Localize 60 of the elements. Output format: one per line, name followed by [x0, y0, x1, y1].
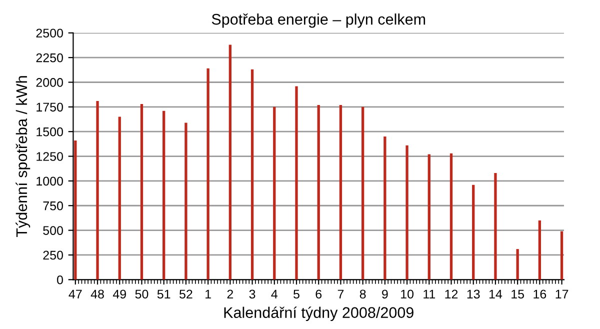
- bar: [206, 68, 210, 280]
- bar: [361, 106, 364, 280]
- y-tick-label: 1250: [36, 152, 63, 161]
- x-tick-label: 15: [512, 290, 524, 299]
- x-tick-label: 12: [445, 290, 458, 298]
- bar: [118, 116, 121, 280]
- bar: [317, 104, 320, 280]
- bar: [295, 86, 298, 280]
- y-tick-label: 250: [43, 250, 63, 260]
- x-tick-label: 50: [135, 290, 148, 299]
- bar: [384, 136, 386, 280]
- y-axis-title: Týdenní spotřeba / kWh: [16, 76, 30, 238]
- chart-title: Spotřeba energie – plyn celkem: [212, 13, 426, 28]
- x-tick-label: 14: [489, 290, 502, 298]
- x-tick-label: 48: [90, 290, 104, 299]
- x-tick-label: 5: [294, 290, 300, 299]
- bar: [516, 249, 519, 280]
- y-tick-label: 2000: [36, 78, 63, 87]
- x-tick-label: 49: [112, 290, 126, 299]
- x-tick-label: 9: [382, 290, 388, 299]
- bar: [472, 184, 475, 280]
- bar: [406, 145, 408, 280]
- y-tick-label: 2500: [36, 28, 63, 38]
- bar: [560, 231, 564, 280]
- x-tick-label: 2: [227, 290, 234, 298]
- bar: [250, 69, 254, 280]
- bar: [450, 153, 453, 280]
- y-tick-label: 750: [43, 201, 63, 210]
- y-tick-label: 1750: [36, 102, 63, 112]
- x-tick-label: 10: [401, 290, 414, 299]
- y-tick-label: 500: [43, 226, 63, 235]
- x-tick-label: 6: [316, 290, 322, 299]
- bar: [228, 44, 232, 280]
- bar: [428, 154, 430, 280]
- y-tick-label: 1000: [36, 176, 63, 186]
- bar: [96, 101, 99, 280]
- y-tick-label: 1500: [36, 127, 63, 136]
- x-tick-label: 11: [424, 290, 436, 298]
- x-tick-label: 16: [534, 290, 546, 299]
- x-tick-label: 52: [180, 290, 192, 299]
- x-tick-label: 8: [360, 290, 366, 299]
- y-tick-label: 2250: [36, 53, 63, 62]
- x-tick-label: 3: [249, 290, 256, 299]
- x-tick-label: 7: [338, 290, 344, 298]
- bar: [162, 110, 166, 280]
- bar: [339, 104, 342, 280]
- x-axis-title: Kalendářní týdny 2008/2009: [224, 306, 414, 321]
- x-tick-label: 47: [68, 290, 82, 298]
- x-tick-label: 51: [157, 290, 170, 299]
- bar: [494, 173, 497, 280]
- x-tick-label: 1: [206, 290, 211, 298]
- bar: [538, 220, 542, 280]
- bar: [74, 140, 77, 280]
- bar: [273, 106, 276, 280]
- x-tick-label: 17: [556, 290, 568, 298]
- y-tick-label: 0: [57, 275, 63, 284]
- bar: [184, 122, 188, 280]
- x-tick-label: 4: [271, 290, 278, 298]
- x-tick-label: 13: [467, 290, 480, 299]
- bar: [140, 104, 144, 280]
